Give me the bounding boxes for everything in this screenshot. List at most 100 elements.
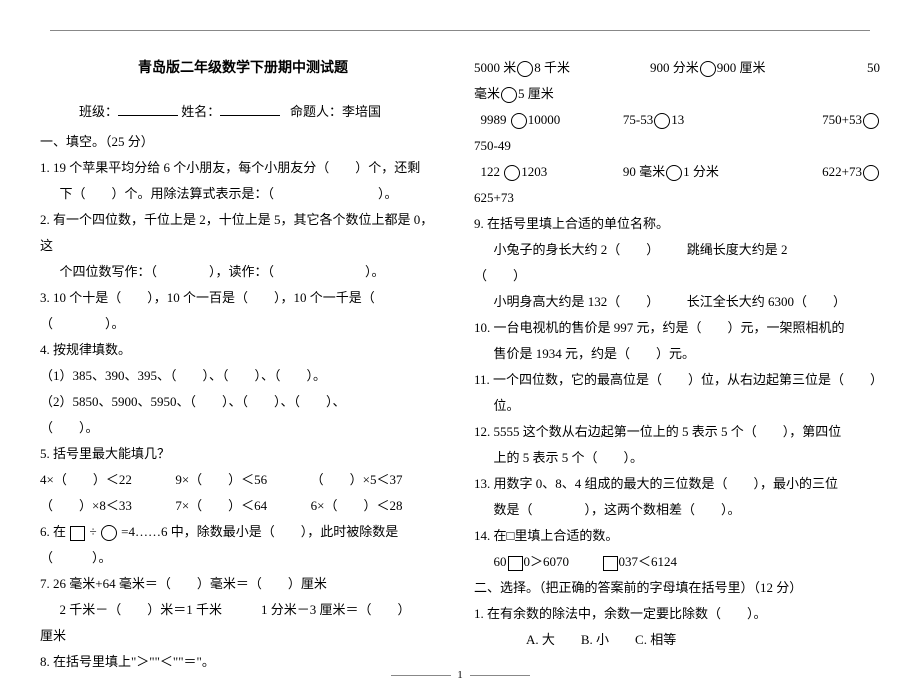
cr1-b2: 900 厘米 [717, 60, 766, 75]
cr2-b2: 13 [671, 112, 684, 127]
q4-sub2b: （ ）。 [40, 415, 446, 441]
class-blank [118, 102, 178, 116]
page-footer: 1 [0, 669, 920, 681]
q7-line1: 7. 26 毫米+64 毫米＝（ ）毫米＝（ ）厘米 [40, 571, 446, 597]
exam-title: 青岛版二年级数学下册期中测试题 [40, 55, 446, 83]
cr1-a1: 5000 米 [474, 60, 516, 75]
q5-r2a: （ ）×8＜33 [40, 493, 175, 519]
s2q1: 1. 在有余数的除法中，余数一定要比除数（ ）。 [474, 601, 880, 627]
two-column-layout: 青岛版二年级数学下册期中测试题 班级： 姓名： 命题人：李培国 一、填空。（25… [40, 55, 880, 675]
q14b-post: 037＜6124 [619, 554, 678, 569]
square-icon [70, 526, 85, 541]
q5-r1a: 4×（ ）＜22 [40, 467, 175, 493]
circle-icon [654, 113, 670, 129]
footer-rule-right [470, 675, 530, 676]
header-line: 班级： 姓名： 命题人：李培国 [40, 99, 446, 125]
circle-icon [504, 165, 520, 181]
cr3-a1: 122 [481, 164, 501, 179]
cr3-b1: 90 毫米 [623, 164, 665, 179]
compare-row1b: 毫米 5 厘米 [474, 81, 880, 107]
cr2-c1: 750+53 [822, 112, 862, 127]
q10-line2: 售价是 1934 元，约是（ ）元。 [474, 341, 880, 367]
compare-row3b: 625+73 [474, 185, 880, 211]
q12-line1: 12. 5555 这个数从右边起第一位上的 5 表示 5 个（ ），第四位 [474, 419, 880, 445]
q6-line1: 6. 在 ÷ =4……6 中，除数最小是（ ），此时被除数是 [40, 519, 446, 545]
q11-line2: 位。 [474, 393, 880, 419]
cr1b-b: 5 厘米 [518, 86, 554, 101]
cr3-c: 622+73 [758, 159, 880, 185]
left-column: 青岛版二年级数学下册期中测试题 班级： 姓名： 命题人：李培国 一、填空。（25… [40, 55, 446, 675]
cr1-c: 50 [826, 55, 880, 81]
q10-line1: 10. 一台电视机的售价是 997 元，约是（ ）元，一架照相机的 [474, 315, 880, 341]
q6-line2: （ ）。 [40, 545, 446, 571]
q2-line2: 个四位数写作：（ ），读作：（ ）。 [40, 259, 446, 285]
q9-heading: 9. 在括号里填上合适的单位名称。 [474, 211, 880, 237]
q14-heading: 14. 在□里填上合适的数。 [474, 523, 880, 549]
name-label: 姓名： [181, 104, 220, 119]
q13-line2: 数是（ ），这两个数相差（ ）。 [474, 497, 880, 523]
q3-line2: （ ）。 [40, 311, 446, 337]
circle-icon [101, 525, 117, 541]
compare-row2: 9989 10000 75-53 13 750+53 [474, 107, 880, 133]
compare-row2b: 750-49 [474, 133, 880, 159]
q6-div: ÷ [90, 524, 97, 539]
q5-r1c: （ ）×5＜37 [311, 467, 446, 493]
q6-pre: 6. 在 [40, 524, 66, 539]
q7-line2: 2 千米－（ ）米＝1 千米 1 分米－3 厘米＝（ ） [40, 597, 446, 623]
author-label: 命题人：李培国 [290, 104, 381, 119]
q14a-pre: 60 [494, 554, 507, 569]
page-number: 1 [457, 669, 463, 681]
q5-r2b: 7×（ ）＜64 [175, 493, 310, 519]
footer-rule-left [391, 675, 451, 676]
circle-icon [517, 61, 533, 77]
q7-line3: 厘米 [40, 623, 446, 649]
q9-row1: 小兔子的身长大约 2（ ） 跳绳长度大约是 2 [474, 237, 880, 263]
right-column: 5000 米 8 千米 900 分米 900 厘米 50 毫米 5 厘米 9989 1… [474, 55, 880, 675]
cr3-b2: 1 分米 [683, 164, 719, 179]
section-1-heading: 一、填空。（25 分） [40, 129, 446, 155]
compare-row1: 5000 米 8 千米 900 分米 900 厘米 50 [474, 55, 880, 81]
q5-row2: （ ）×8＜33 7×（ ）＜64 6×（ ）＜28 [40, 493, 446, 519]
q12-line2: 上的 5 表示 5 个（ ）。 [474, 445, 880, 471]
cr1-b: 900 分米 900 厘米 [650, 55, 826, 81]
cr3-c1: 622+73 [822, 164, 862, 179]
cr2-b1: 75-53 [623, 112, 653, 127]
q13-line1: 13. 用数字 0、8、4 组成的最大的三位数是（ ），最小的三位 [474, 471, 880, 497]
q9a: 小兔子的身长大约 2（ ） [474, 237, 687, 263]
q5-row1: 4×（ ）＜22 9×（ ）＜56 （ ）×5＜37 [40, 467, 446, 493]
cr2-c: 750+53 [758, 107, 880, 133]
cr1-a: 5000 米 8 千米 [474, 55, 650, 81]
cr2-a1: 9989 [481, 112, 507, 127]
q9c: 小明身高大约是 132（ ） [474, 289, 687, 315]
cr3-b: 90 毫米 1 分米 [623, 159, 758, 185]
q6-post: =4……6 中，除数最小是（ ），此时被除数是 [121, 524, 398, 539]
name-blank [220, 102, 280, 116]
circle-icon [666, 165, 682, 181]
circle-icon [863, 113, 879, 129]
compare-row3: 122 1203 90 毫米1 分米 622+73 [474, 159, 880, 185]
page: 青岛版二年级数学下册期中测试题 班级： 姓名： 命题人：李培国 一、填空。（25… [0, 0, 920, 685]
section-2-heading: 二、选择。（把正确的答案前的字母填在括号里）（12 分） [474, 575, 880, 601]
q2-line1: 2. 有一个四位数，千位上是 2，十位上是 5，其它各个数位上都是 0，这 [40, 207, 446, 259]
circle-icon [863, 165, 879, 181]
square-icon [508, 556, 523, 571]
q4-sub2: （2）5850、5900、5950、（ ）、（ ）、（ ）、 [40, 389, 446, 415]
cr1-b1: 900 分米 [650, 60, 699, 75]
circle-icon [700, 61, 716, 77]
q4-heading: 4. 按规律填数。 [40, 337, 446, 363]
q3-line1: 3. 10 个十是（ ），10 个一百是（ ），10 个一千是（ [40, 285, 446, 311]
q1-line2: 下（ ）个。用除法算式表示是：（ ）。 [40, 181, 446, 207]
q5-r1b: 9×（ ）＜56 [175, 467, 310, 493]
q4-sub1: （1）385、390、395、（ ）、（ ）、（ ）。 [40, 363, 446, 389]
cr2-a: 9989 10000 [474, 107, 623, 133]
q5-r2c: 6×（ ）＜28 [311, 493, 446, 519]
circle-icon [511, 113, 527, 129]
cr1b-a: 毫米 [474, 86, 500, 101]
top-rule [50, 30, 870, 31]
cr1-a2: 8 千米 [534, 60, 570, 75]
q11-line1: 11. 一个四位数，它的最高位是（ ）位，从右边起第三位是（ ） [474, 367, 880, 393]
q9-row2: 小明身高大约是 132（ ） 长江全长大约 6300（ ） [474, 289, 880, 315]
q9d: 长江全长大约 6300（ ） [687, 289, 880, 315]
s2q1-opts: A. 大 B. 小 C. 相等 [474, 627, 880, 653]
q14a-post: 0＞6070 [524, 554, 570, 569]
